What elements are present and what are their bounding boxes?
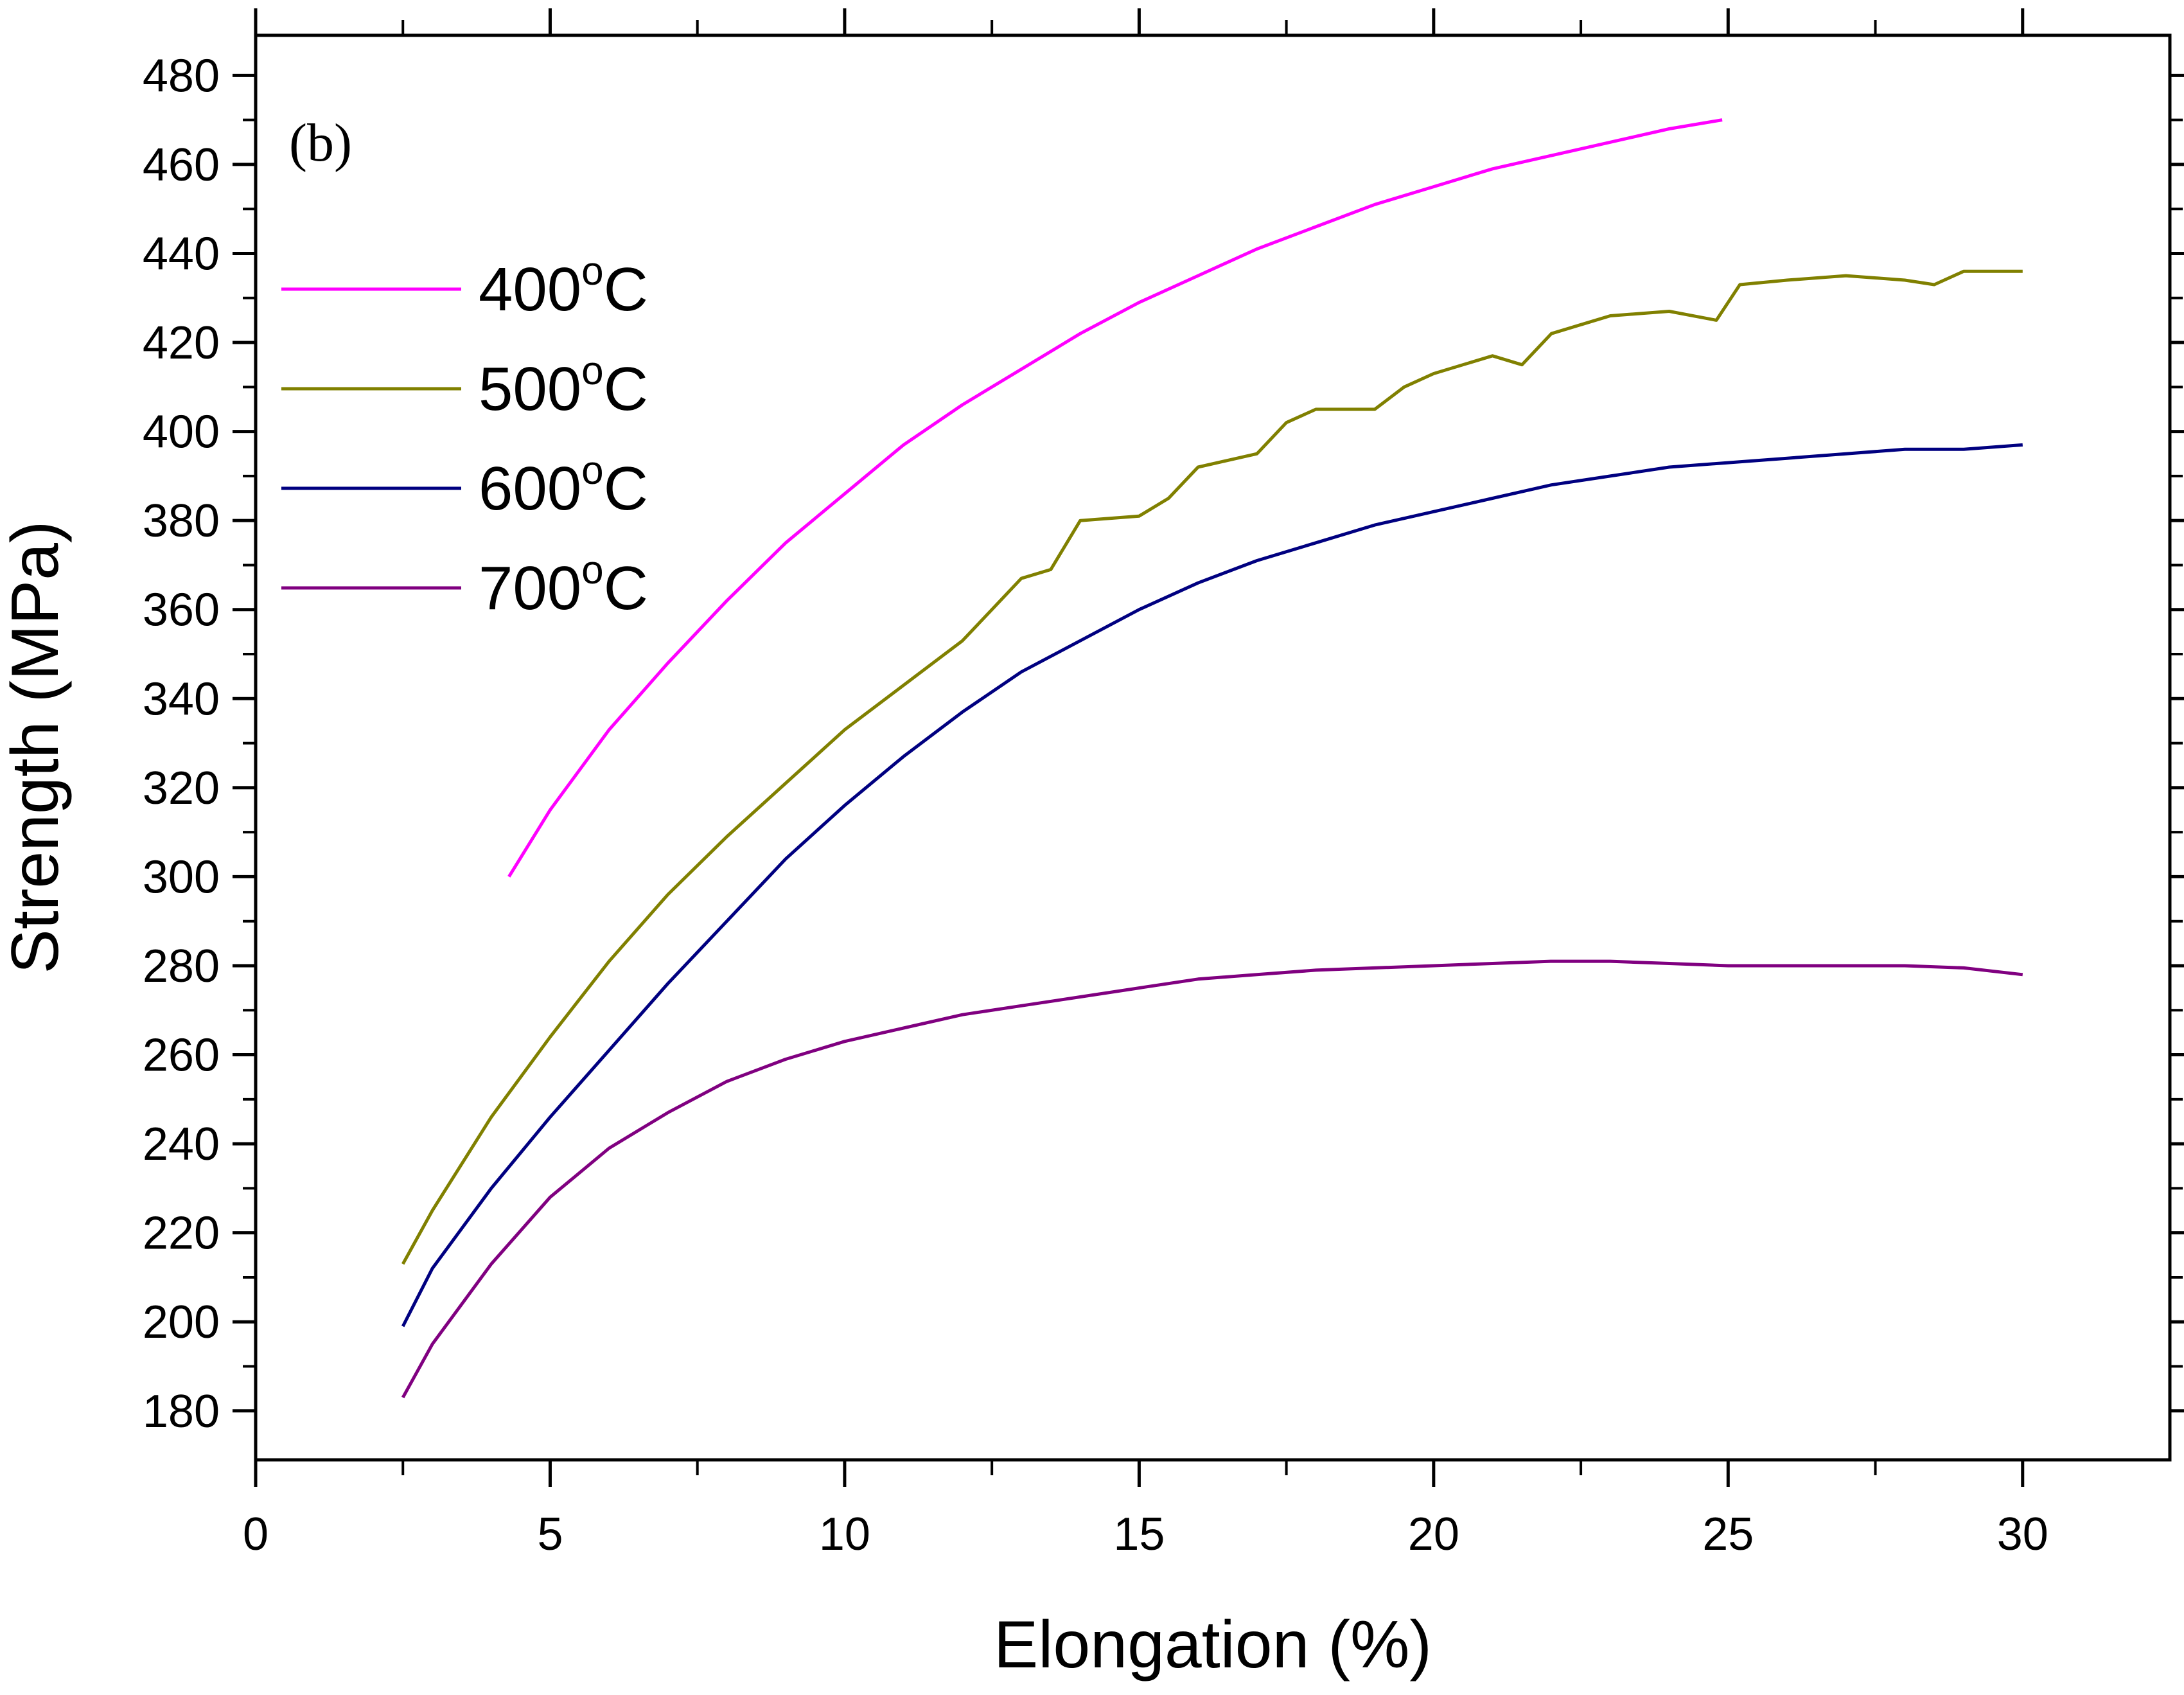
series-layer	[401, 118, 2023, 1399]
y-tick-label: 480	[143, 50, 220, 102]
x-tick-label: 30	[1997, 1509, 2048, 1560]
legend-label-400: 400oC	[479, 249, 648, 324]
y-axis-title: Strength (MPa)	[0, 520, 73, 973]
legend: 400oC 500oC 600oC 700oC	[281, 249, 648, 623]
x-axis: 0 5 10 15 20 25 30	[243, 8, 2048, 1560]
x-tick-label: 25	[1702, 1509, 1754, 1560]
y-tick-label: 300	[143, 851, 220, 903]
y-tick-label: 180	[143, 1386, 220, 1437]
y-tick-label: 360	[143, 585, 220, 636]
y-tick-label: 280	[143, 941, 220, 992]
x-tick-label: 10	[819, 1509, 870, 1560]
legend-label-500: 500oC	[479, 349, 648, 423]
y-tick-label: 200	[143, 1297, 220, 1348]
x-axis-title: Elongation (%)	[994, 1608, 1432, 1682]
y-tick-label: 460	[143, 139, 220, 191]
x-tick-label: 0	[243, 1509, 269, 1560]
y-tick-label: 340	[143, 673, 220, 725]
panel-label: (b)	[289, 113, 352, 173]
y-tick-label: 440	[143, 228, 220, 280]
x-tick-label: 5	[537, 1509, 563, 1560]
y-tick-label: 240	[143, 1119, 220, 1170]
y-tick-label: 320	[143, 763, 220, 814]
series-line-500	[401, 269, 2023, 1265]
x-tick-label: 20	[1408, 1509, 1459, 1560]
legend-label-600: 600oC	[479, 448, 648, 523]
series-line-700	[401, 959, 2023, 1399]
y-tick-label: 420	[143, 317, 220, 369]
x-tick-label: 15	[1113, 1509, 1165, 1560]
y-tick-label: 400	[143, 407, 220, 458]
plot-frame	[254, 33, 2172, 1462]
y-tick-label: 380	[143, 495, 220, 547]
y-tick-label: 260	[143, 1030, 220, 1081]
legend-label-700: 700oC	[479, 548, 648, 623]
series-line-600	[401, 443, 2023, 1327]
series-line-400	[507, 118, 1723, 878]
y-tick-label: 220	[143, 1208, 220, 1259]
y-axis: 180 200 220 240 260 280 300 320 340 360 380 400 420 4…	[143, 50, 2184, 1437]
